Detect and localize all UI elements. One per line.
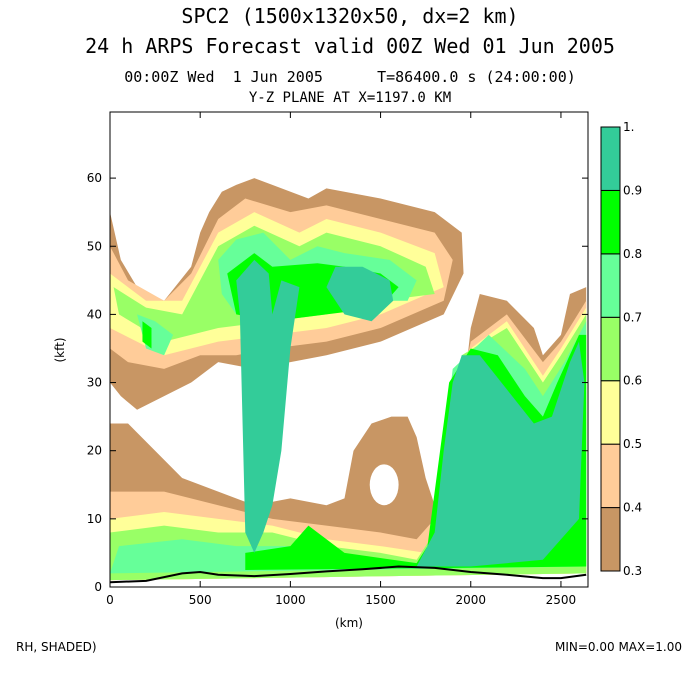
min-max-label: MIN=0.00 MAX=1.00 bbox=[554, 640, 682, 654]
chart-subtitle: 24 h ARPS Forecast valid 00Z Wed 01 Jun … bbox=[85, 34, 615, 58]
colorbar-label: 0.6 bbox=[623, 374, 642, 388]
y-tick-label: 50 bbox=[87, 239, 102, 253]
y-tick-label: 20 bbox=[87, 444, 102, 458]
chart-title: SPC2 (1500x1320x50, dx=2 km) bbox=[181, 4, 519, 28]
colorbar-swatch bbox=[600, 443, 621, 509]
colorbar-label: 0.7 bbox=[623, 310, 642, 324]
colorbar-swatch bbox=[600, 316, 621, 382]
x-tick-label: 1000 bbox=[275, 593, 306, 607]
x-tick-label: 2500 bbox=[546, 593, 577, 607]
dry-region bbox=[369, 464, 399, 506]
plot-frame bbox=[109, 111, 589, 588]
colorbar-swatch bbox=[600, 126, 621, 191]
y-tick-label: 60 bbox=[87, 171, 102, 185]
rh-region-0.9 bbox=[236, 259, 300, 553]
time-label: 00:00Z Wed 1 Jun 2005 T=86400.0 s (24:00… bbox=[124, 68, 576, 86]
colorbar-label: 0.5 bbox=[623, 437, 642, 451]
colorbar-swatch bbox=[600, 189, 621, 255]
y-tick-label: 30 bbox=[87, 376, 102, 390]
colorbar-label: 0.4 bbox=[623, 501, 642, 515]
rh-region-0.9 bbox=[326, 266, 394, 322]
rh-region-0.9 bbox=[416, 341, 585, 567]
colorbar: 0.3 0.4 0.5 0.6 0.7 0.8 0.9 1. bbox=[600, 120, 642, 578]
rh-region-0.8 bbox=[142, 321, 152, 349]
x-tick-label: 1500 bbox=[365, 593, 396, 607]
rh-shaded-field bbox=[110, 178, 587, 584]
colorbar-swatch bbox=[600, 380, 621, 445]
x-tick-label: 2000 bbox=[455, 593, 486, 607]
field-label: RH, SHADED) bbox=[16, 640, 97, 654]
axes: 0 500 1000 1500 2000 2500 0 10 20 30 40 50 60 bbox=[87, 112, 588, 607]
colorbar-label: 0.3 bbox=[623, 564, 642, 578]
terrain-line bbox=[110, 565, 587, 584]
y-tick-label: 10 bbox=[87, 512, 102, 526]
y-axis-label: (kft) bbox=[53, 337, 67, 362]
colorbar-swatch bbox=[600, 253, 621, 318]
colorbar-swatch bbox=[600, 507, 621, 572]
x-tick-label: 500 bbox=[189, 593, 212, 607]
colorbar-label: 0.9 bbox=[623, 183, 642, 197]
x-axis-label: (km) bbox=[335, 616, 363, 630]
x-tick-label: 0 bbox=[106, 593, 114, 607]
colorbar-label: 1. bbox=[623, 120, 634, 134]
colorbar-label: 0.8 bbox=[623, 247, 642, 261]
y-tick-label: 0 bbox=[94, 580, 102, 594]
y-tick-label: 40 bbox=[87, 307, 102, 321]
plane-label: Y-Z PLANE AT X=1197.0 KM bbox=[248, 90, 452, 106]
